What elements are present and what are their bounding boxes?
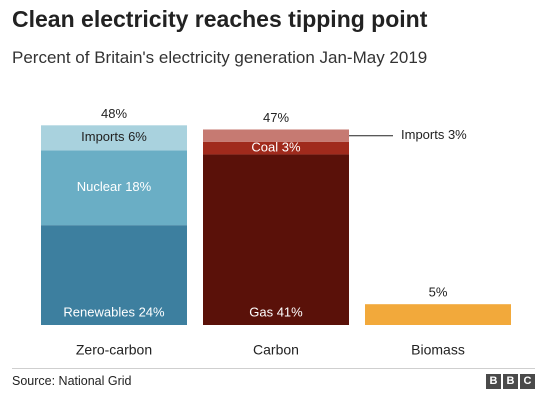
- footer-divider: [12, 368, 535, 369]
- zero-carbon-nuclear-segment: [41, 150, 187, 226]
- category-label: Carbon: [253, 342, 299, 358]
- zero-carbon-imports-segment: [41, 125, 187, 151]
- carbon-coal-segment: [203, 141, 349, 155]
- biomass-biomass-segment: [365, 304, 511, 325]
- logo-letter: B: [503, 374, 518, 389]
- carbon-imports-segment: [203, 129, 349, 142]
- segment-label: Renewables 24%: [63, 304, 165, 319]
- total-label: 47%: [263, 110, 289, 125]
- chart-subtitle: Percent of Britain's electricity generat…: [12, 48, 428, 67]
- segment-label: Gas 41%: [249, 304, 303, 319]
- segment-label: Imports 6%: [81, 129, 147, 144]
- total-label: 48%: [101, 106, 127, 121]
- zero-carbon-renewables-segment: [41, 225, 187, 325]
- source-note: Source: National Grid: [12, 374, 132, 388]
- total-label: 5%: [429, 285, 448, 300]
- category-label: Biomass: [411, 342, 465, 358]
- bbc-logo: B B C: [486, 374, 535, 389]
- category-label: Zero-carbon: [76, 342, 152, 358]
- segment-label: Nuclear 18%: [77, 179, 152, 194]
- segment-label: Coal 3%: [251, 140, 301, 155]
- logo-letter: B: [486, 374, 501, 389]
- segment-label: Imports 3%: [401, 127, 467, 142]
- carbon-gas-segment: [203, 154, 349, 325]
- logo-letter: C: [520, 374, 535, 389]
- chart-title: Clean electricity reaches tipping point: [12, 6, 428, 32]
